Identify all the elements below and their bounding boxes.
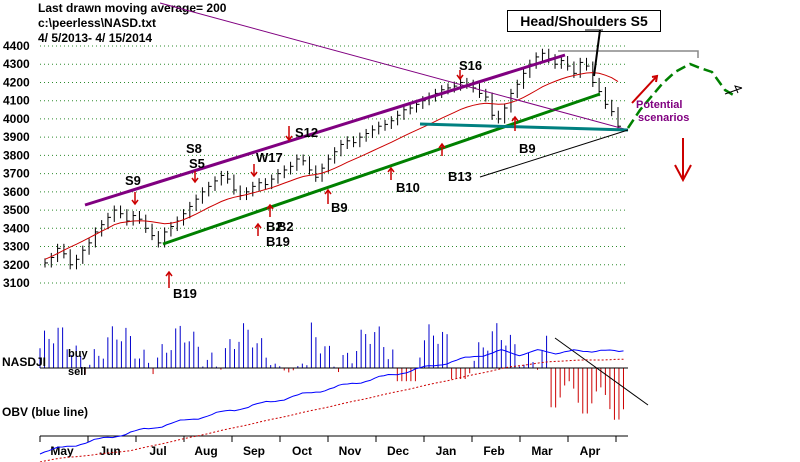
y-tick-label: 3900 bbox=[3, 130, 30, 144]
y-tick-label: 4300 bbox=[3, 57, 30, 71]
y-tick-label: 3300 bbox=[3, 240, 30, 254]
top-resistance-line bbox=[558, 50, 699, 58]
x-tick-label: Aug bbox=[194, 444, 217, 458]
signal-label: B19 bbox=[266, 234, 290, 249]
obv-label: OBV (blue line) bbox=[2, 405, 88, 419]
signal-arrow-head bbox=[254, 222, 262, 229]
signal-label: S9 bbox=[125, 173, 141, 188]
scenario-arrow-tail bbox=[724, 87, 743, 95]
signal-arrow-head bbox=[250, 171, 258, 178]
x-tick-label: Dec bbox=[387, 444, 409, 458]
neckline bbox=[419, 122, 629, 132]
x-tick-label: Nov bbox=[339, 444, 362, 458]
signal-arrow-head bbox=[165, 270, 173, 277]
signal-label: B13 bbox=[448, 169, 472, 184]
y-tick-label: 3100 bbox=[3, 276, 30, 290]
long-downtrend-line bbox=[159, 2, 629, 131]
x-tick-label: Apr bbox=[580, 444, 601, 458]
y-tick-label: 4000 bbox=[3, 112, 30, 126]
signal-label: S8 bbox=[186, 141, 202, 156]
signal-label: B10 bbox=[396, 180, 420, 195]
signal-arrow-head bbox=[324, 188, 332, 195]
scenario-label-line1: Potential bbox=[636, 99, 682, 111]
x-tick-label: Jan bbox=[436, 444, 457, 458]
scenario-up-path bbox=[626, 62, 736, 129]
scenario-down-arrow-head bbox=[674, 164, 692, 183]
signal-arrow-head bbox=[387, 166, 395, 173]
x-tick-label: Feb bbox=[483, 444, 504, 458]
date-range-label: 4/ 5/2013- 4/ 15/2014 bbox=[38, 31, 153, 45]
head-shoulders-callout: Head/Shoulders S5 bbox=[507, 10, 661, 32]
y-tick-label: 3600 bbox=[3, 185, 30, 199]
y-tick-label: 4100 bbox=[3, 94, 30, 108]
indicator-label: NASDJI bbox=[2, 355, 46, 369]
signal-arrow-head bbox=[266, 203, 274, 210]
signal-label: S12 bbox=[295, 125, 318, 140]
buy-label: buy bbox=[68, 348, 88, 360]
y-tick-label: 3700 bbox=[3, 167, 30, 181]
indicator-trendline bbox=[554, 337, 649, 406]
signal-label: S16 bbox=[459, 58, 482, 73]
file-path-label: c:\peerless\NASD.txt bbox=[38, 16, 157, 30]
scenario-arrow-head bbox=[734, 85, 743, 94]
x-tick-label: Sep bbox=[243, 444, 265, 458]
y-tick-label: 3800 bbox=[3, 148, 30, 162]
upper-channel-line bbox=[84, 53, 566, 207]
moving-average-label: Last drawn moving average= 200 bbox=[38, 1, 227, 15]
x-tick-label: Mar bbox=[531, 444, 553, 458]
signal-label: B9 bbox=[331, 200, 348, 215]
obv-moving-average bbox=[39, 358, 624, 462]
signal-label: S5 bbox=[189, 156, 205, 171]
y-tick-label: 4200 bbox=[3, 75, 30, 89]
y-tick-label: 3500 bbox=[3, 203, 30, 217]
signal-arrow-head bbox=[511, 115, 519, 122]
obv-line bbox=[39, 349, 624, 455]
x-tick-label: Oct bbox=[292, 444, 312, 458]
signal-arrow-head bbox=[456, 74, 464, 81]
moving-average-line bbox=[44, 72, 619, 260]
scenario-up-arrow-head bbox=[651, 74, 659, 83]
signal-label: W17 bbox=[256, 150, 283, 165]
y-tick-label: 3200 bbox=[3, 258, 30, 272]
signal-label: B19 bbox=[173, 286, 197, 301]
signal-arrow-head bbox=[285, 135, 293, 142]
callout-pointer bbox=[593, 29, 601, 77]
y-tick-label: 3400 bbox=[3, 221, 30, 235]
signal-label: B2 bbox=[266, 219, 283, 234]
support-line bbox=[479, 129, 629, 178]
scenario-up-arrow bbox=[631, 75, 658, 104]
sell-label: sell bbox=[68, 366, 86, 378]
y-tick-label: 4400 bbox=[3, 39, 30, 53]
signal-label: B2 bbox=[277, 219, 294, 234]
scenario-label-line2: scenarios bbox=[638, 112, 689, 124]
signal-arrow-head bbox=[131, 199, 139, 206]
signal-arrow-head bbox=[191, 177, 199, 184]
signal-label: B9 bbox=[519, 141, 536, 156]
signal-arrow-head bbox=[438, 142, 446, 149]
lower-channel-line bbox=[162, 92, 601, 246]
x-tick-label: Jul bbox=[149, 444, 166, 458]
x-tick-label: Jun bbox=[99, 444, 120, 458]
